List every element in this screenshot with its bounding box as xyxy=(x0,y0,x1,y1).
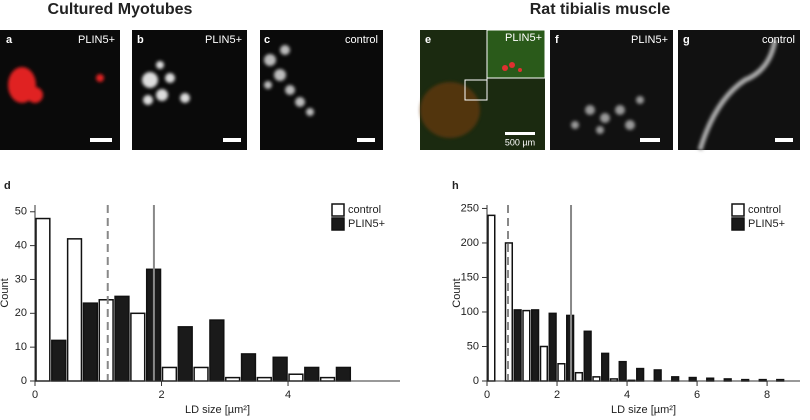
y-tick-label: 50 xyxy=(15,206,27,218)
bar xyxy=(66,238,83,382)
bar xyxy=(557,362,566,382)
bar xyxy=(592,376,601,382)
panel-label: control xyxy=(762,34,795,46)
panel-c: c control xyxy=(260,30,383,150)
bar xyxy=(272,356,288,382)
panel-letter: g xyxy=(683,34,690,46)
bar xyxy=(531,309,540,382)
y-tick-label: 20 xyxy=(15,307,27,319)
legend-swatch xyxy=(331,203,345,217)
panel-b: b PLIN5+ xyxy=(132,30,247,150)
y-tick-label: 0 xyxy=(21,375,27,387)
panel-letter: h xyxy=(452,180,459,192)
bar xyxy=(177,326,193,382)
y-tick-label: 200 xyxy=(461,237,479,249)
panel-letter: b xyxy=(137,34,144,46)
y-axis-label: Count xyxy=(451,278,463,307)
y-axis-label: Count xyxy=(0,278,11,307)
bar xyxy=(522,309,531,382)
bar xyxy=(636,367,645,382)
y-tick-label: 100 xyxy=(461,306,479,318)
bar xyxy=(304,366,320,382)
x-tick-label: 0 xyxy=(484,389,490,401)
x-axis-label: LD size [µm²] xyxy=(185,404,250,416)
bar xyxy=(161,366,178,382)
legend-label: PLIN5+ xyxy=(348,218,385,230)
bar xyxy=(548,312,557,382)
bar xyxy=(225,376,241,382)
bar xyxy=(618,360,627,382)
bar xyxy=(513,309,522,382)
panel-letter: a xyxy=(6,34,13,46)
bar xyxy=(319,376,336,382)
x-tick-label: 4 xyxy=(624,389,630,401)
y-tick-label: 50 xyxy=(467,340,479,352)
bar xyxy=(209,319,225,382)
panel-g: g control xyxy=(678,30,800,151)
bar xyxy=(288,373,304,382)
panel-letter: c xyxy=(264,34,270,46)
y-tick-label: 10 xyxy=(15,341,27,353)
bar xyxy=(583,330,592,382)
y-tick-label: 250 xyxy=(461,202,479,214)
bar xyxy=(193,366,209,382)
panel-f: f PLIN5+ xyxy=(550,30,673,150)
panel-label: PLIN5+ xyxy=(205,34,242,46)
bar xyxy=(688,376,697,382)
y-tick-label: 40 xyxy=(15,240,27,252)
legend-swatch xyxy=(331,217,345,231)
x-tick-label: 2 xyxy=(554,389,560,401)
bar xyxy=(114,295,130,382)
bar xyxy=(35,217,51,382)
y-tick-label: 30 xyxy=(15,273,27,285)
scale-label: 500 µm xyxy=(505,137,535,147)
bar xyxy=(487,214,496,382)
bar xyxy=(98,299,114,382)
panel-letter: e xyxy=(425,34,431,46)
panel-label: PLIN5+ xyxy=(78,34,115,46)
bar xyxy=(51,339,67,382)
panel-a: a PLIN5+ xyxy=(0,30,120,150)
bar xyxy=(130,312,146,382)
bar xyxy=(653,369,662,382)
bar xyxy=(601,352,610,382)
legend-label: control xyxy=(748,204,781,216)
panel-label: PLIN5+ xyxy=(631,34,668,46)
panel-label: PLIN5+ xyxy=(505,32,542,44)
panel-letter: f xyxy=(555,34,559,46)
bar xyxy=(671,376,680,382)
bar xyxy=(240,353,257,382)
y-tick-label: 0 xyxy=(473,375,479,387)
y-tick-label: 150 xyxy=(461,271,479,283)
x-tick-label: 0 xyxy=(32,389,38,401)
legend-label: PLIN5+ xyxy=(748,218,785,230)
bar xyxy=(574,371,584,382)
legend-swatch xyxy=(731,217,745,231)
bar xyxy=(256,376,272,382)
panel-e: 500 µm e PLIN5+ xyxy=(420,29,546,150)
x-tick-label: 4 xyxy=(285,389,291,401)
section-title: Cultured Myotubes xyxy=(48,1,193,18)
x-tick-label: 6 xyxy=(694,389,700,401)
legend-label: control xyxy=(348,204,381,216)
panel-letter: d xyxy=(4,180,11,192)
x-tick-label: 8 xyxy=(764,389,770,401)
bar xyxy=(539,345,549,382)
panel-label: control xyxy=(345,34,378,46)
section-title: Rat tibialis muscle xyxy=(530,1,671,18)
legend-swatch xyxy=(731,203,745,217)
bar xyxy=(82,302,99,382)
x-axis-label: LD size [µm²] xyxy=(611,404,676,416)
bar xyxy=(335,366,352,382)
x-tick-label: 2 xyxy=(158,389,164,401)
